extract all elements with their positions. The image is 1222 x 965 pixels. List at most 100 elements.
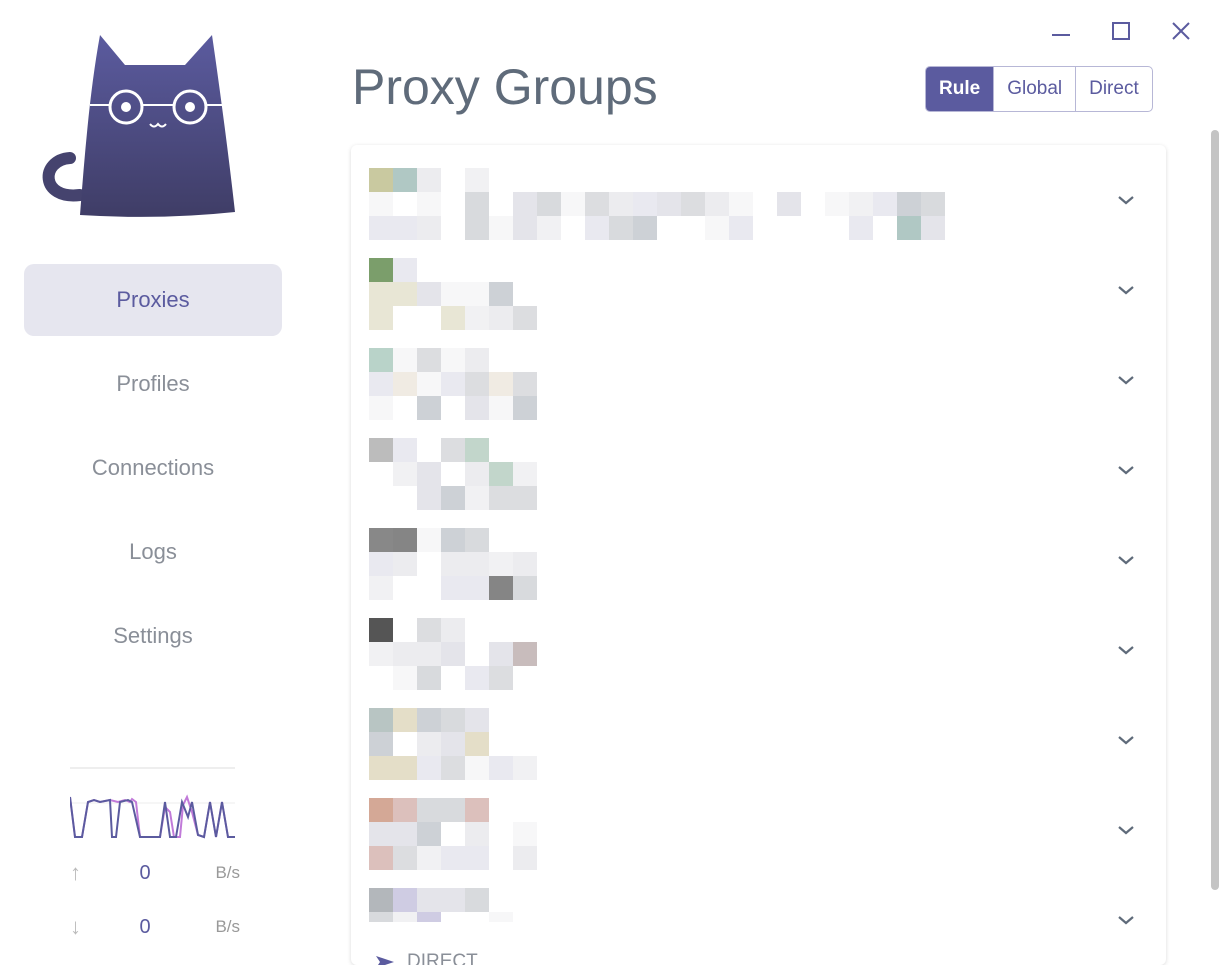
sidebar-item-label: Proxies xyxy=(116,287,190,312)
mosaic-cell xyxy=(417,756,441,780)
mosaic-cell xyxy=(489,396,513,420)
mosaic-cell xyxy=(369,258,393,282)
download-value: 0 xyxy=(139,915,151,938)
proxy-group[interactable] xyxy=(351,335,1166,425)
sidebar-item-connections[interactable]: Connections xyxy=(24,432,282,504)
mosaic-cell xyxy=(465,438,489,462)
mosaic-cell xyxy=(369,372,393,396)
sidebar-item-label: Profiles xyxy=(116,371,190,396)
mosaic-cell xyxy=(417,216,441,240)
mode-rule-button[interactable]: Rule xyxy=(926,67,994,111)
mosaic-cell xyxy=(417,486,441,510)
proxy-group[interactable] xyxy=(351,245,1166,335)
mosaic-cell xyxy=(441,552,465,576)
mosaic-cell xyxy=(465,846,489,870)
mosaic-cell xyxy=(609,216,633,240)
mosaic-cell xyxy=(417,618,441,642)
mosaic-cell xyxy=(417,846,441,870)
mosaic-cell xyxy=(633,216,657,240)
chevron-down-icon[interactable] xyxy=(1114,368,1138,392)
mosaic-cell xyxy=(849,192,873,216)
mosaic-cell xyxy=(369,396,393,420)
mosaic-cell xyxy=(465,168,489,192)
proxy-group[interactable]: DIRECT xyxy=(351,875,1166,965)
mosaic-cell xyxy=(489,372,513,396)
mosaic-cell xyxy=(825,192,849,216)
mosaic-cell xyxy=(729,216,753,240)
mosaic-cell xyxy=(369,708,393,732)
sidebar-item-proxies[interactable]: Proxies xyxy=(24,264,282,336)
chevron-down-icon[interactable] xyxy=(1114,818,1138,842)
mosaic-cell xyxy=(393,756,417,780)
maximize-button[interactable] xyxy=(1106,16,1136,46)
sidebar-item-profiles[interactable]: Profiles xyxy=(24,348,282,420)
mosaic-cell xyxy=(369,576,393,600)
mosaic-cell xyxy=(369,846,393,870)
mode-global-button[interactable]: Global xyxy=(993,67,1075,111)
chevron-down-icon[interactable] xyxy=(1114,188,1138,212)
mosaic-cell xyxy=(513,216,537,240)
mosaic-cell xyxy=(369,552,393,576)
chevron-down-icon[interactable] xyxy=(1114,908,1138,932)
mosaic-cell xyxy=(921,216,945,240)
upload-rate: ↑ 0 B/s xyxy=(70,858,240,888)
mosaic-cell xyxy=(513,462,537,486)
proxy-groups-list: DIRECT xyxy=(351,145,1166,965)
mosaic-cell xyxy=(369,888,393,912)
minimize-button[interactable] xyxy=(1046,16,1076,46)
proxy-group[interactable] xyxy=(351,425,1166,515)
mosaic-cell xyxy=(513,552,537,576)
mosaic-cell xyxy=(441,348,465,372)
mosaic-cell xyxy=(393,168,417,192)
mosaic-cell xyxy=(369,216,393,240)
mosaic-cell xyxy=(465,756,489,780)
mosaic-cell xyxy=(513,486,537,510)
mosaic-cell xyxy=(369,192,393,216)
chevron-down-icon[interactable] xyxy=(1114,278,1138,302)
mosaic-cell xyxy=(369,798,393,822)
chevron-down-icon[interactable] xyxy=(1114,638,1138,662)
mosaic-cell xyxy=(537,216,561,240)
mosaic-cell xyxy=(489,642,513,666)
proxy-group[interactable] xyxy=(351,785,1166,875)
mosaic-cell xyxy=(465,462,489,486)
mosaic-cell xyxy=(369,438,393,462)
mosaic-cell xyxy=(417,888,441,912)
mosaic-cell xyxy=(513,396,537,420)
sidebar-item-settings[interactable]: Settings xyxy=(24,600,282,672)
mosaic-cell xyxy=(417,192,441,216)
mosaic-cell xyxy=(441,708,465,732)
mosaic-cell xyxy=(489,306,513,330)
proxy-group[interactable] xyxy=(351,155,1166,245)
close-button[interactable] xyxy=(1166,16,1196,46)
close-icon xyxy=(1172,22,1190,40)
sidebar-item-label: Connections xyxy=(91,455,215,480)
chevron-down-icon[interactable] xyxy=(1114,458,1138,482)
sidebar-item-logs[interactable]: Logs xyxy=(24,516,282,588)
scrollbar[interactable] xyxy=(1211,130,1219,890)
mosaic-cell xyxy=(393,216,417,240)
mosaic-cell xyxy=(873,192,897,216)
group-current-proxy: DIRECT xyxy=(375,951,478,965)
mosaic-cell xyxy=(369,822,393,846)
proxy-group[interactable] xyxy=(351,695,1166,785)
mosaic-cell xyxy=(465,282,489,306)
chevron-down-icon[interactable] xyxy=(1114,548,1138,572)
mosaic-cell xyxy=(417,462,441,486)
proxy-group[interactable] xyxy=(351,605,1166,695)
chevron-down-icon[interactable] xyxy=(1114,728,1138,752)
sidebar: Proxies Profiles Connections Logs Settin… xyxy=(0,0,305,956)
mosaic-cell xyxy=(393,348,417,372)
mode-direct-button[interactable]: Direct xyxy=(1075,67,1152,111)
mosaic-cell xyxy=(609,192,633,216)
proxy-group[interactable] xyxy=(351,515,1166,605)
mosaic-cell xyxy=(417,642,441,666)
mosaic-cell xyxy=(369,282,393,306)
mosaic-cell xyxy=(513,822,537,846)
mosaic-cell xyxy=(513,642,537,666)
mosaic-cell xyxy=(417,282,441,306)
mosaic-cell xyxy=(369,912,393,922)
mosaic-cell xyxy=(393,552,417,576)
mosaic-cell xyxy=(441,282,465,306)
mosaic-cell xyxy=(369,528,393,552)
